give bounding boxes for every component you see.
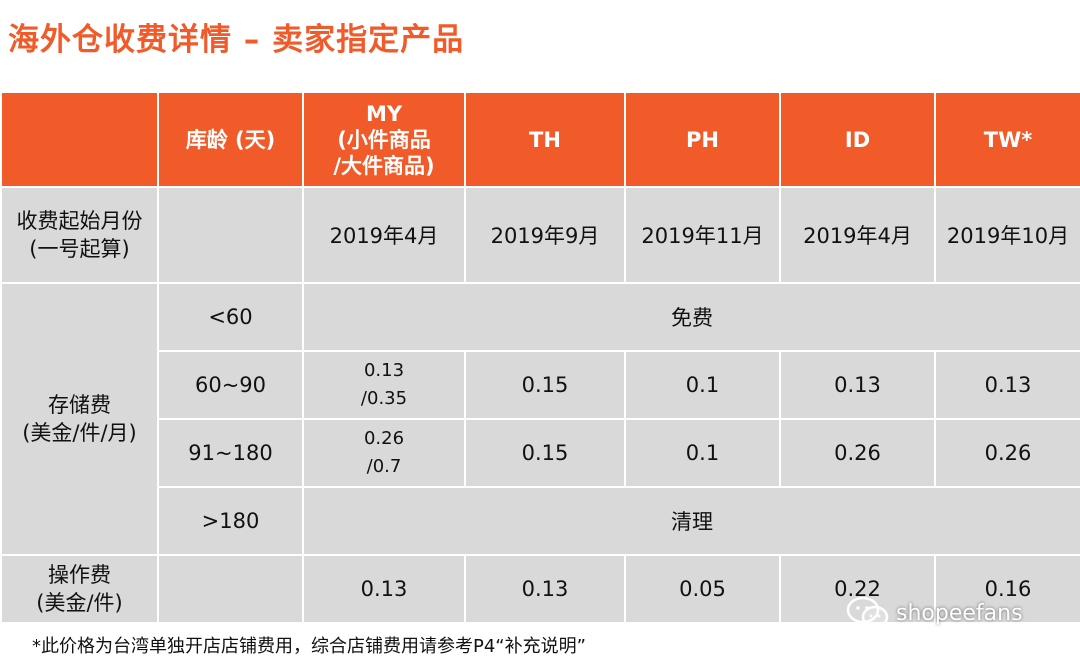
wechat-icon bbox=[846, 596, 889, 629]
storage-my: 0.13 /0.35 bbox=[302, 350, 466, 420]
storage-my-large: /0.7 bbox=[366, 456, 402, 477]
header-my-note1: (小件商品 bbox=[337, 127, 431, 152]
storage-row-60-90: 60~90 0.13 /0.35 0.15 0.1 0.13 0.13 bbox=[1, 350, 1080, 420]
start-month-label: 收费起始月份 (一号起算) bbox=[0, 186, 159, 284]
header-id: ID bbox=[779, 91, 936, 188]
storage-row-lt60: 存储费 (美金/件/月) <60 免费 bbox=[0, 282, 1080, 556]
storage-th: 0.15 bbox=[464, 350, 626, 420]
storage-id: 0.26 bbox=[779, 418, 936, 488]
operation-ph: 0.05 bbox=[624, 554, 781, 624]
storage-row-gt180: >180 清理 bbox=[1, 486, 1080, 556]
watermark: shopeefans bbox=[846, 596, 1023, 630]
storage-th: 0.15 bbox=[464, 418, 626, 488]
storage-age: >180 bbox=[157, 486, 304, 556]
start-month-ph: 2019年11月 bbox=[624, 186, 781, 284]
start-month-row: 收费起始月份 (一号起算) 2019年4月 2019年9月 2019年11月 2… bbox=[0, 186, 1080, 284]
operation-row: 操作费 (美金/件) 0.13 0.13 0.05 0.22 0.16 bbox=[0, 554, 1080, 624]
start-month-label-line1: 收费起始月份 bbox=[16, 209, 143, 233]
operation-tw: 0.16 bbox=[934, 554, 1080, 624]
storage-ph: 0.1 bbox=[624, 418, 781, 488]
header-my-note2: /大件商品) bbox=[333, 153, 435, 178]
header-my-code: MY bbox=[365, 101, 403, 126]
operation-label-line2: (美金/件) bbox=[36, 591, 123, 615]
storage-my-large: /0.35 bbox=[360, 388, 408, 409]
storage-ph: 0.1 bbox=[624, 350, 781, 420]
storage-free: 免费 bbox=[302, 282, 1080, 352]
operation-label: 操作费 (美金/件) bbox=[0, 554, 159, 624]
fee-table: 库龄 (天) MY (小件商品 /大件商品) TH PH ID TW* 收费起始… bbox=[0, 91, 1080, 624]
header-corner bbox=[0, 91, 159, 188]
watermark-text: shopeefans bbox=[896, 600, 1023, 626]
storage-age: 91~180 bbox=[157, 418, 304, 488]
start-month-age-empty bbox=[157, 186, 304, 284]
operation-id: 0.22 bbox=[779, 554, 936, 624]
storage-clearance: 清理 bbox=[302, 486, 1080, 556]
storage-label: 存储费 (美金/件/月) bbox=[0, 282, 159, 556]
start-month-label-line2: (一号起算) bbox=[29, 237, 130, 261]
header-ph: PH bbox=[624, 91, 781, 188]
storage-tw: 0.26 bbox=[934, 418, 1080, 488]
operation-my: 0.13 bbox=[302, 554, 466, 624]
footnote: *此价格为台湾单独开店店铺费用，综合店铺费用请参考P4“补充说明” bbox=[32, 636, 586, 657]
storage-my: 0.26 /0.7 bbox=[302, 418, 466, 488]
storage-tw: 0.13 bbox=[934, 350, 1080, 420]
storage-row-91-180: 91~180 0.26 /0.7 0.15 0.1 0.26 0.26 bbox=[1, 418, 1080, 488]
storage-id: 0.13 bbox=[779, 350, 936, 420]
header-age: 库龄 (天) bbox=[157, 91, 304, 188]
operation-age-empty bbox=[157, 554, 304, 624]
storage-label-line2: (美金/件/月) bbox=[22, 421, 137, 445]
header-tw: TW* bbox=[934, 91, 1080, 188]
header-row: 库龄 (天) MY (小件商品 /大件商品) TH PH ID TW* bbox=[0, 91, 1080, 188]
storage-age: <60 bbox=[157, 282, 304, 352]
operation-label-line1: 操作费 bbox=[48, 563, 111, 587]
storage-my-small: 0.26 bbox=[363, 428, 405, 449]
start-month-tw: 2019年10月 bbox=[934, 186, 1080, 284]
storage-label-line1: 存储费 bbox=[48, 393, 111, 417]
storage-my-small: 0.13 bbox=[363, 360, 405, 381]
storage-age: 60~90 bbox=[157, 350, 304, 420]
start-month-id: 2019年4月 bbox=[779, 186, 936, 284]
header-my: MY (小件商品 /大件商品) bbox=[302, 91, 466, 188]
page-title: 海外仓收费详情 – 卖家指定产品 bbox=[8, 22, 465, 58]
start-month-th: 2019年9月 bbox=[464, 186, 626, 284]
operation-th: 0.13 bbox=[464, 554, 626, 624]
start-month-my: 2019年4月 bbox=[302, 186, 466, 284]
header-th: TH bbox=[464, 91, 626, 188]
